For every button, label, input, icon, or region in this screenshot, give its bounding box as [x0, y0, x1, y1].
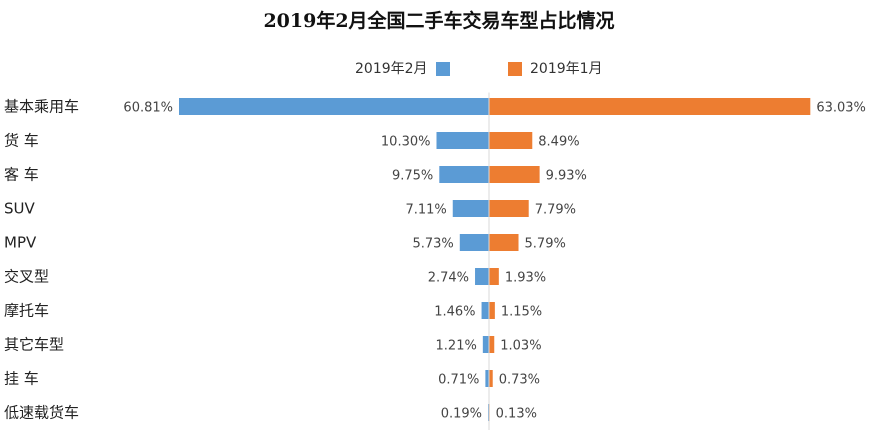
- bar-feb: [485, 370, 489, 387]
- data-label-feb: 60.81%: [123, 101, 173, 116]
- bar-feb: [452, 200, 489, 217]
- data-label-feb: 1.21%: [436, 339, 477, 354]
- data-label-jan: 9.93%: [546, 169, 587, 184]
- bar-jan: [489, 234, 519, 251]
- data-label-feb: 5.73%: [412, 237, 453, 252]
- bar-jan: [489, 336, 495, 353]
- chart-title: 2019年2月全国二手车交易车型占比情况: [263, 10, 615, 32]
- bar-feb: [482, 336, 489, 353]
- bar-jan: [489, 302, 495, 319]
- category-label: 低速载货车: [4, 404, 79, 422]
- bar-feb: [436, 132, 489, 149]
- data-label-jan: 8.49%: [538, 135, 579, 150]
- category-label: MPV: [4, 234, 37, 252]
- category-label: 摩托车: [4, 302, 49, 320]
- data-label-feb: 7.11%: [405, 203, 446, 218]
- data-label-feb: 10.30%: [381, 135, 431, 150]
- legend-swatch-jan: [508, 62, 522, 76]
- bar-jan: [489, 132, 533, 149]
- category-label: 货 车: [4, 132, 39, 150]
- category-label: 交叉型: [4, 268, 49, 286]
- category-label: 基本乘用车: [4, 98, 79, 116]
- data-label-jan: 0.73%: [499, 373, 540, 388]
- bar-jan: [489, 98, 811, 115]
- data-label-jan: 7.79%: [535, 203, 576, 218]
- data-label-feb: 2.74%: [428, 271, 469, 286]
- data-label-feb: 0.19%: [441, 407, 482, 422]
- category-label: 其它车型: [4, 336, 64, 354]
- bar-feb: [459, 234, 489, 251]
- bar-feb: [475, 268, 489, 285]
- legend-label-feb: 2019年2月: [355, 61, 428, 77]
- category-label: SUV: [4, 200, 36, 218]
- data-label-feb: 9.75%: [392, 169, 433, 184]
- data-label-jan: 1.93%: [505, 271, 546, 286]
- bar-feb: [439, 166, 489, 183]
- data-label-jan: 1.15%: [501, 305, 542, 320]
- bar-jan: [489, 200, 529, 217]
- category-label: 客 车: [4, 166, 39, 184]
- data-label-feb: 0.71%: [438, 373, 479, 388]
- legend-label-jan: 2019年1月: [530, 61, 603, 77]
- bar-jan: [489, 370, 493, 387]
- category-label: 挂 车: [4, 370, 39, 388]
- bar-feb: [179, 98, 489, 115]
- data-label-jan: 1.03%: [500, 339, 541, 354]
- data-label-jan: 5.79%: [525, 237, 566, 252]
- legend-item-feb: 2019年2月: [355, 58, 450, 78]
- data-label-jan: 63.03%: [816, 101, 866, 116]
- bar-feb: [481, 302, 489, 319]
- data-label-feb: 1.46%: [434, 305, 475, 320]
- bar-jan: [489, 166, 540, 183]
- legend-item-jan: 2019年1月: [508, 58, 603, 78]
- data-label-jan: 0.13%: [496, 407, 537, 422]
- legend-swatch-feb: [435, 62, 450, 76]
- bar-jan: [489, 268, 499, 285]
